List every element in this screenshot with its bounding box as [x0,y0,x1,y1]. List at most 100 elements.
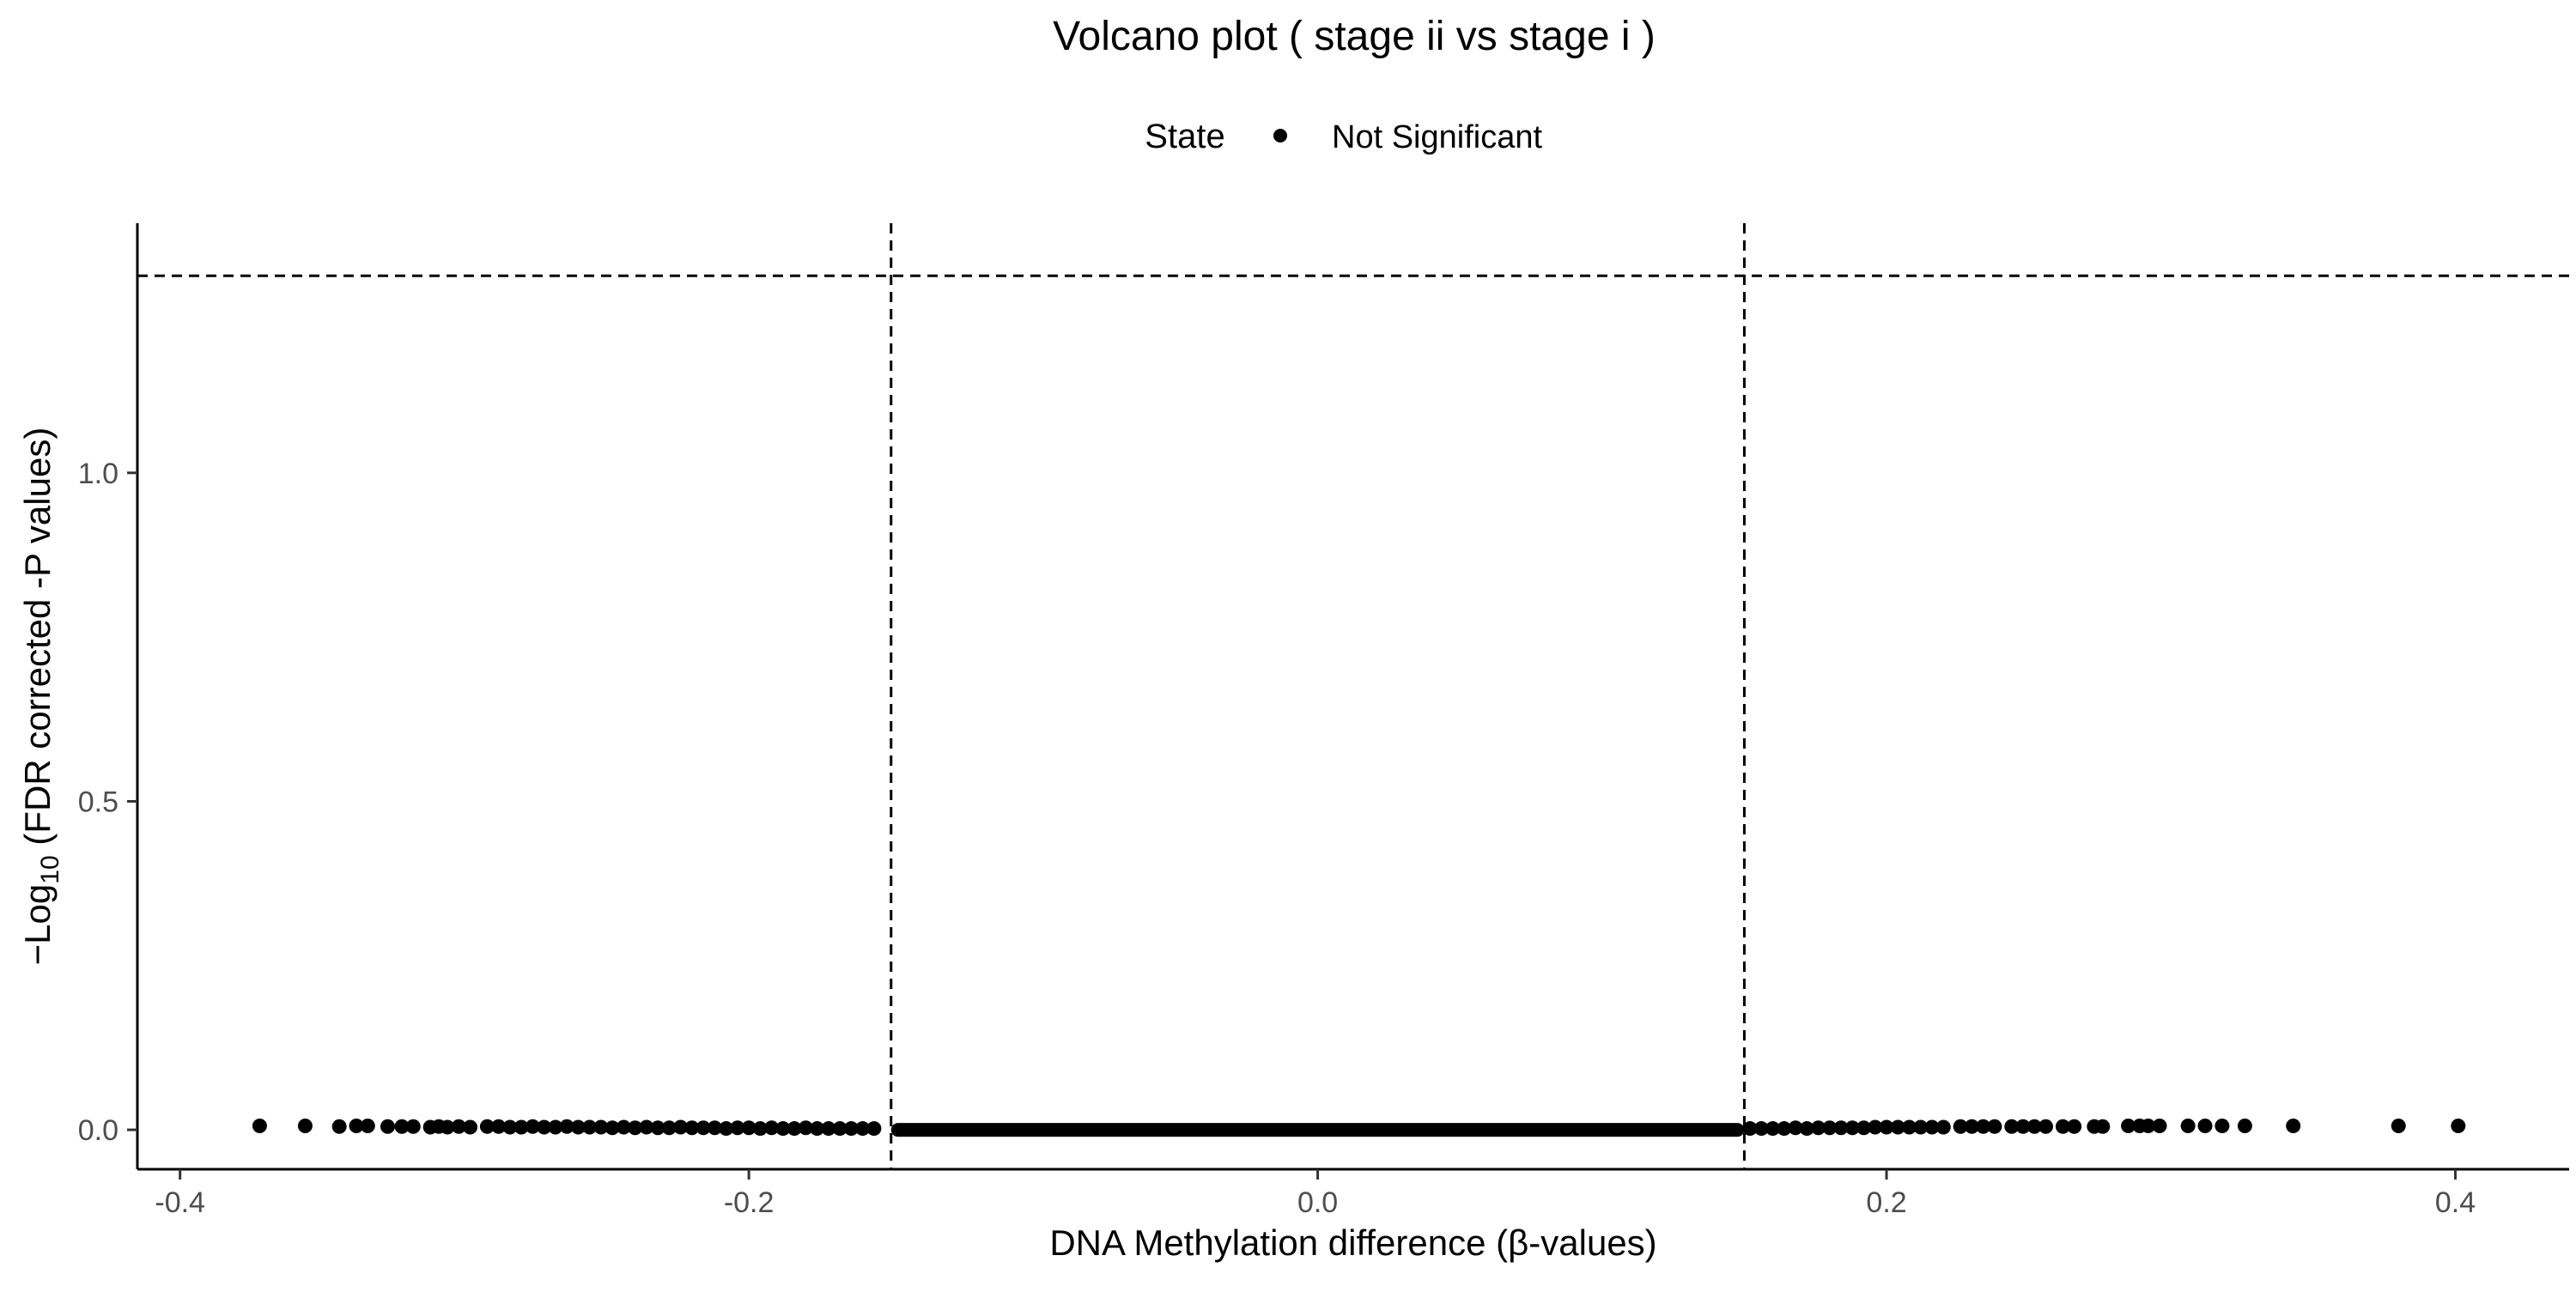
data-point-74 [2055,1119,2070,1134]
data-point-22 [582,1119,598,1135]
data-point-7 [405,1119,421,1134]
data-point-49 [1753,1121,1769,1137]
data-point-50 [1765,1121,1781,1137]
data-point-80 [2141,1118,2156,1133]
data-point-64 [1924,1119,1940,1135]
data-point-65 [1935,1119,1951,1135]
data-point-45 [843,1121,859,1137]
data-point-82 [2180,1118,2196,1133]
data-point-28 [650,1120,665,1136]
y-tick-label-1: 0.5 [78,786,118,818]
y-tick-label-0: 0.0 [78,1114,118,1147]
data-point-55 [1822,1120,1838,1136]
data-point-35 [730,1120,745,1136]
chart-title: Volcano plot ( stage ii vs stage i ) [1053,14,1656,59]
data-point-39 [775,1121,791,1137]
data-point-40 [787,1121,802,1137]
x-axis-ticks: -0.4 -0.2 0.0 0.2 0.4 [155,1169,2476,1219]
data-point-19 [548,1119,563,1135]
data-points [252,1118,2466,1137]
data-point-48 [1742,1121,1758,1137]
data-point-20 [559,1119,574,1134]
data-point-12 [463,1119,478,1135]
data-point-41 [798,1120,813,1136]
data-point-78 [2121,1118,2136,1133]
data-point-59 [1868,1119,1883,1135]
data-point-37 [752,1121,768,1137]
data-point-13 [479,1119,495,1134]
data-point-30 [673,1119,689,1135]
data-point-54 [1811,1120,1826,1136]
data-point-18 [537,1119,552,1135]
data-point-87 [2391,1118,2406,1133]
reference-lines [137,223,2569,1169]
data-point-0 [252,1118,267,1133]
y-axis-label-subscript: 10 [36,855,64,883]
data-point-21 [570,1119,586,1135]
data-point-83 [2197,1118,2213,1133]
data-point-67 [1964,1119,1979,1134]
data-point-27 [639,1119,654,1135]
data-point-23 [593,1119,609,1135]
data-point-66 [1953,1119,1968,1134]
data-point-32 [696,1120,711,1136]
data-point-86 [2286,1118,2301,1133]
data-point-85 [2237,1118,2252,1133]
x-tick-label-0: -0.4 [155,1186,205,1219]
data-point-72 [2026,1119,2042,1134]
data-point-63 [1913,1119,1929,1135]
data-point-31 [684,1120,700,1136]
data-point-84 [2215,1118,2230,1133]
data-point-26 [628,1120,643,1136]
y-axis-label-suffix: (FDR corrected -P values) [17,428,58,856]
data-point-14 [491,1119,507,1134]
data-point-24 [605,1120,620,1136]
data-point-6 [394,1119,410,1134]
x-tick-label-2: 0.0 [1297,1186,1338,1219]
data-point-29 [661,1120,677,1136]
data-point-42 [810,1121,825,1137]
data-point-15 [502,1119,518,1135]
x-tick-label-1: -0.2 [724,1186,775,1219]
legend: State Not Significant [1145,118,1542,155]
data-point-51 [1777,1121,1792,1137]
data-point-47 [866,1121,882,1137]
x-tick-label-3: 0.2 [1866,1186,1906,1219]
data-point-68 [1976,1119,1991,1134]
data-point-61 [1890,1119,1905,1135]
data-point-38 [764,1120,780,1136]
data-point-81 [2152,1118,2167,1133]
y-axis-label-prefix: −Log [17,884,58,966]
data-point-10 [440,1119,455,1135]
legend-marker [1273,129,1287,143]
data-point-88 [2451,1118,2466,1133]
data-point-2 [331,1119,347,1134]
data-point-1 [297,1118,313,1133]
data-point-17 [525,1119,540,1134]
data-point-43 [821,1121,836,1137]
x-tick-label-4: 0.4 [2435,1186,2476,1219]
data-point-25 [616,1119,631,1135]
data-point-70 [2004,1119,2020,1134]
axes [136,223,2569,1171]
dense-point-band-rect [890,1123,1745,1137]
y-axis-ticks: 0.0 0.5 1.0 [78,458,137,1147]
dense-point-band [890,1123,1745,1137]
data-point-77 [2095,1119,2111,1134]
x-axis-label: DNA Methylation difference (β-values) [1049,1222,1656,1263]
data-point-57 [1844,1120,1860,1136]
y-axis-label: −Log10 (FDR corrected -P values) [17,428,64,966]
data-point-71 [2015,1119,2031,1134]
data-point-53 [1799,1121,1814,1137]
data-point-60 [1879,1119,1894,1135]
data-point-75 [2067,1119,2082,1134]
data-point-34 [719,1121,734,1137]
data-point-4 [360,1118,375,1133]
data-point-46 [855,1121,871,1137]
legend-entry-not-significant: Not Significant [1332,119,1542,155]
data-point-56 [1833,1120,1849,1136]
y-tick-label-2: 1.0 [78,458,118,490]
data-point-69 [1987,1119,2002,1134]
